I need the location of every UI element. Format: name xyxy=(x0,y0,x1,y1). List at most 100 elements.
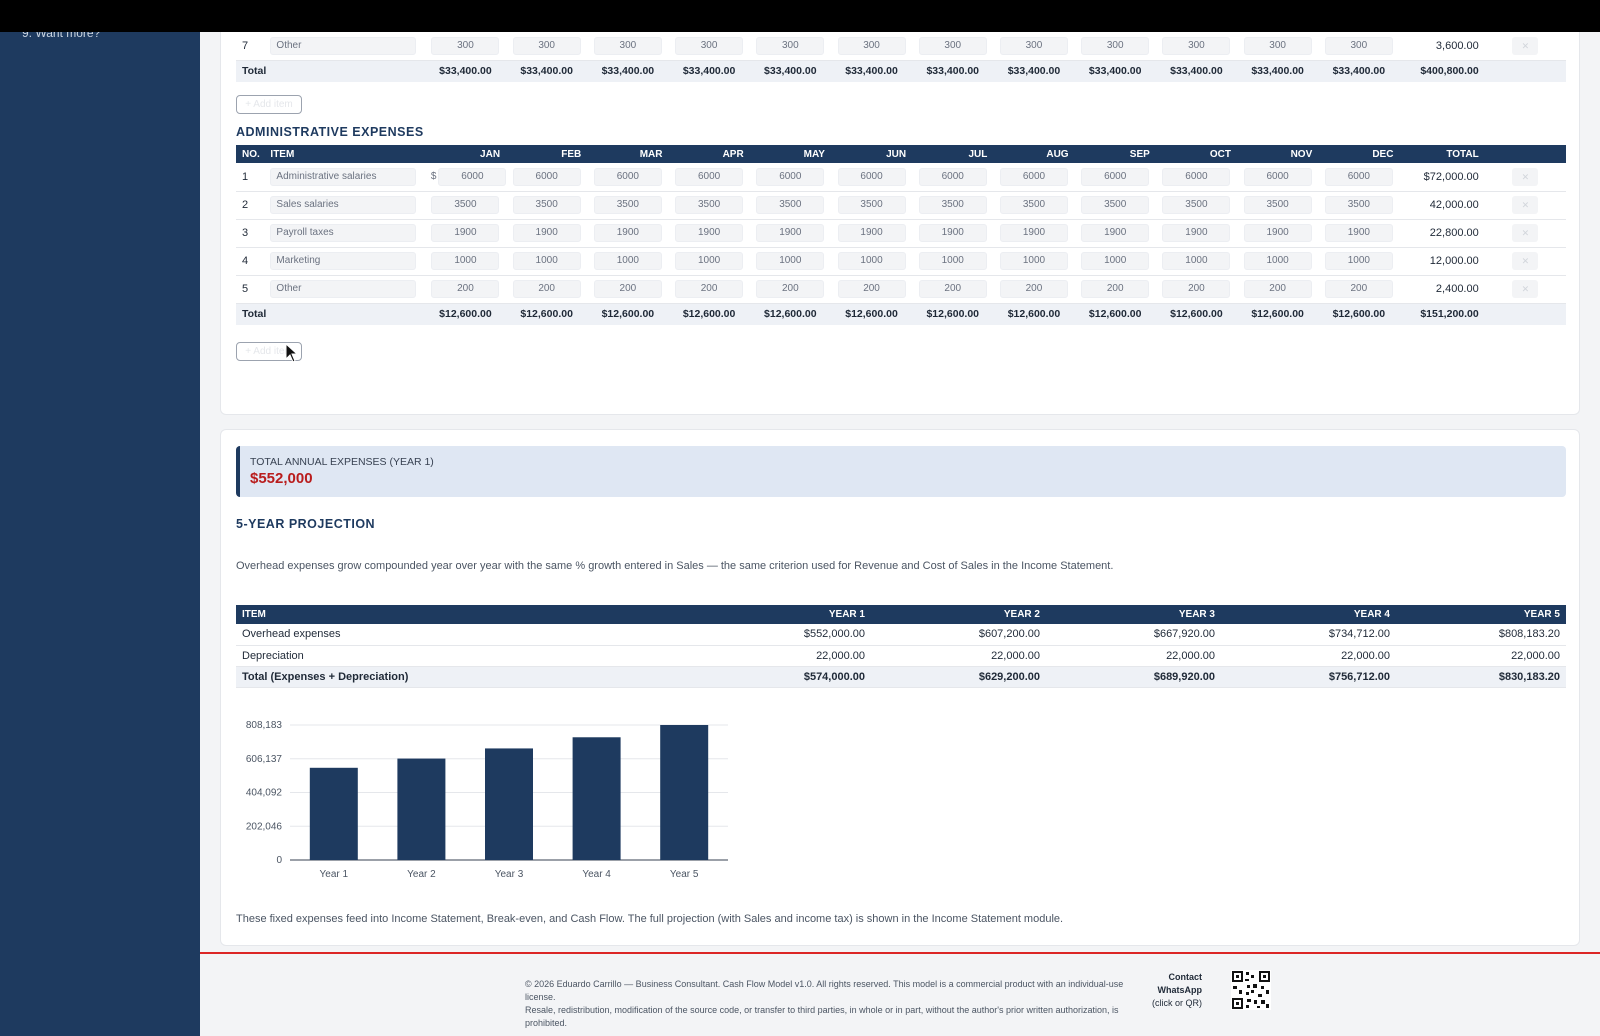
month-value-input[interactable]: 1000 xyxy=(1243,252,1312,270)
month-value-input[interactable]: 200 xyxy=(837,280,906,298)
month-value-input[interactable]: 1000 xyxy=(675,252,744,270)
month-value-input[interactable]: 1900 xyxy=(1162,224,1231,242)
month-value-input[interactable]: 6000 xyxy=(438,167,507,186)
month-value-input[interactable]: 3500 xyxy=(837,196,906,214)
month-value-input[interactable]: 1000 xyxy=(1324,252,1393,270)
month-value-input[interactable]: 1000 xyxy=(999,252,1068,270)
month-value-input[interactable]: 6000 xyxy=(1162,167,1231,186)
month-cell: 1900 xyxy=(993,219,1075,248)
month-value-input[interactable]: 1000 xyxy=(837,252,906,270)
month-value-input[interactable]: 6000 xyxy=(918,167,987,186)
month-value-input[interactable]: 300 xyxy=(837,36,906,55)
delete-row-icon[interactable]: ✕ xyxy=(1512,280,1539,298)
month-value-input[interactable]: 1900 xyxy=(431,224,500,242)
delete-row-icon[interactable]: ✕ xyxy=(1512,252,1539,270)
month-value-input[interactable]: 1900 xyxy=(1081,224,1150,242)
month-value-input[interactable]: 1900 xyxy=(1324,224,1393,242)
month-value-input[interactable]: 6000 xyxy=(675,167,744,186)
month-value-input[interactable]: 6000 xyxy=(593,167,662,186)
month-value-input[interactable]: 300 xyxy=(431,36,500,55)
month-value-input[interactable]: 3500 xyxy=(918,196,987,214)
month-value-input[interactable]: 300 xyxy=(675,36,744,55)
month-value-input[interactable]: 1900 xyxy=(1243,224,1312,242)
month-value-input[interactable]: 200 xyxy=(918,280,987,298)
add-item-button[interactable]: + Add item xyxy=(236,95,302,114)
empty-cell xyxy=(1484,60,1566,82)
month-value-input[interactable]: 300 xyxy=(1324,36,1393,55)
item-name-input[interactable]: Administrative salaries xyxy=(270,167,417,186)
month-value-input[interactable]: 1900 xyxy=(756,224,825,242)
month-value-input[interactable]: 3500 xyxy=(999,196,1068,214)
month-value-input[interactable]: 1900 xyxy=(593,224,662,242)
month-value-input[interactable]: 3500 xyxy=(675,196,744,214)
x-tick-label: Year 5 xyxy=(670,869,699,880)
month-value-input[interactable]: 1900 xyxy=(675,224,744,242)
month-value-input[interactable]: 200 xyxy=(675,280,744,298)
header-total: TOTAL xyxy=(1399,145,1485,163)
delete-row-icon[interactable]: ✕ xyxy=(1512,196,1539,214)
month-value-input[interactable]: 1000 xyxy=(1162,252,1231,270)
month-value-input[interactable]: 6000 xyxy=(999,167,1068,186)
whatsapp-qr-code[interactable] xyxy=(1231,970,1271,1010)
month-cell: 3500 xyxy=(912,191,994,220)
item-name-input[interactable]: Payroll taxes xyxy=(270,224,417,242)
month-value-input[interactable]: 1000 xyxy=(756,252,825,270)
month-value-input[interactable]: 200 xyxy=(593,280,662,298)
item-name-input[interactable]: Other xyxy=(270,280,417,298)
month-value-input[interactable]: 3500 xyxy=(1324,196,1393,214)
item-name-input[interactable]: Other xyxy=(270,36,417,55)
month-value-input[interactable]: 1000 xyxy=(593,252,662,270)
delete-row-icon[interactable]: ✕ xyxy=(1512,224,1539,242)
month-value-input[interactable]: 6000 xyxy=(837,167,906,186)
month-value-input[interactable]: 3500 xyxy=(1162,196,1231,214)
month-cell: 1900 xyxy=(749,219,831,248)
item-name-input[interactable]: Marketing xyxy=(270,252,417,270)
month-value-input[interactable]: 200 xyxy=(1162,280,1231,298)
month-value-input[interactable]: 1000 xyxy=(431,252,500,270)
month-value-input[interactable]: 3500 xyxy=(512,196,581,214)
y-tick-label: 606,137 xyxy=(246,754,283,765)
month-value-input[interactable]: 300 xyxy=(512,36,581,55)
month-value-input[interactable]: 1000 xyxy=(512,252,581,270)
month-value-input[interactable]: 1900 xyxy=(512,224,581,242)
month-value-input[interactable]: 6000 xyxy=(756,167,825,186)
month-value-input[interactable]: 3500 xyxy=(593,196,662,214)
month-value-input[interactable]: 6000 xyxy=(1324,167,1393,186)
month-value-input[interactable]: 300 xyxy=(1162,36,1231,55)
month-value-input[interactable]: 300 xyxy=(918,36,987,55)
month-value-input[interactable]: 3500 xyxy=(1243,196,1312,214)
month-value-input[interactable]: 1900 xyxy=(837,224,906,242)
month-value-input[interactable]: 300 xyxy=(756,36,825,55)
month-value-input[interactable]: 1000 xyxy=(918,252,987,270)
month-value-input[interactable]: 300 xyxy=(593,36,662,55)
month-value-input[interactable]: 300 xyxy=(999,36,1068,55)
month-value-input[interactable]: 300 xyxy=(1081,36,1150,55)
month-value-input[interactable]: 6000 xyxy=(1081,167,1150,186)
month-value-input[interactable]: 200 xyxy=(999,280,1068,298)
month-value-input[interactable]: 3500 xyxy=(431,196,500,214)
month-value-input[interactable]: 1900 xyxy=(918,224,987,242)
month-value-input[interactable]: 200 xyxy=(431,280,500,298)
month-value-input[interactable]: 1000 xyxy=(1081,252,1150,270)
projection-cell: 22,000.00 xyxy=(1396,645,1566,667)
month-value-input[interactable]: 6000 xyxy=(512,167,581,186)
table-row: 7 Other 300 300 300 300 300 300 300 300 300 300 300 3… xyxy=(236,32,1566,61)
projection-cell: $734,712.00 xyxy=(1221,624,1396,646)
month-value-input[interactable]: 200 xyxy=(1081,280,1150,298)
month-value-input[interactable]: 200 xyxy=(1324,280,1393,298)
month-value-input[interactable]: 1900 xyxy=(999,224,1068,242)
month-value-input[interactable]: 300 xyxy=(1243,36,1312,55)
month-value-input[interactable]: 6000 xyxy=(1243,167,1312,186)
month-value-input[interactable]: 3500 xyxy=(756,196,825,214)
month-value-input[interactable]: 3500 xyxy=(1081,196,1150,214)
contact-whatsapp-link[interactable]: Contact WhatsApp (click or QR) xyxy=(1148,971,1202,1010)
month-value-input[interactable]: 200 xyxy=(512,280,581,298)
delete-row-icon[interactable]: ✕ xyxy=(1512,36,1539,55)
month-total: $33,400.00 xyxy=(587,60,669,82)
month-value-input[interactable]: 200 xyxy=(756,280,825,298)
month-total: $12,600.00 xyxy=(749,303,831,325)
item-name-input[interactable]: Sales salaries xyxy=(270,196,417,214)
month-value-input[interactable]: 200 xyxy=(1243,280,1312,298)
month-cell: 1900 xyxy=(912,219,994,248)
delete-row-icon[interactable]: ✕ xyxy=(1512,167,1539,186)
